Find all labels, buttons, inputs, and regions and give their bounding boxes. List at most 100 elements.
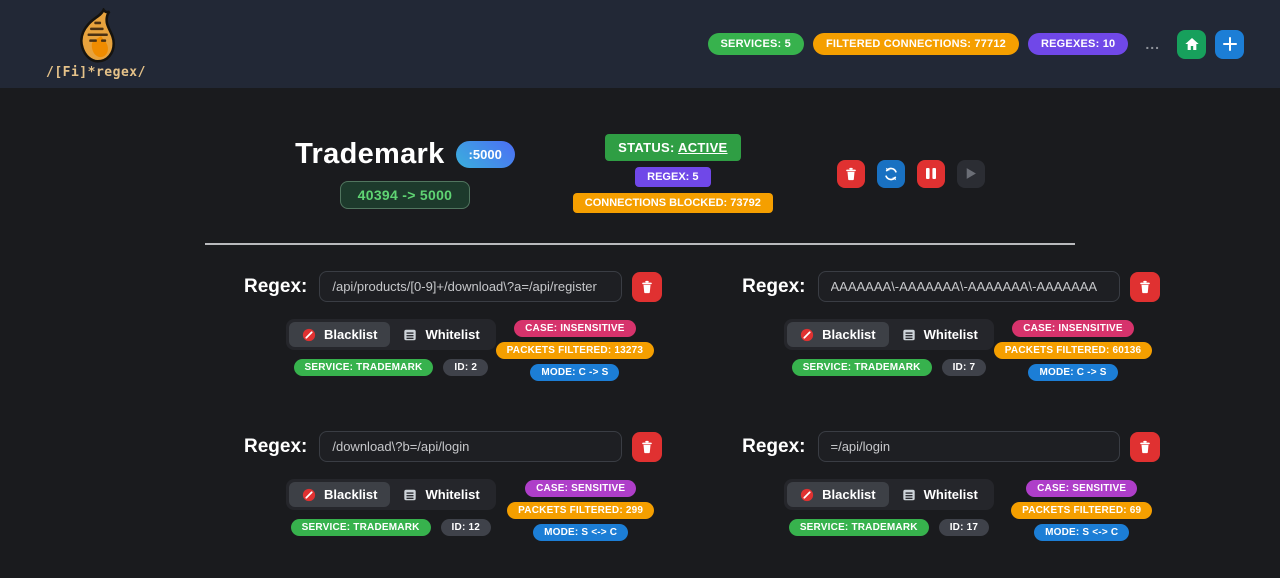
regexes-count-badge: REGEXES: 10 <box>1027 33 1129 55</box>
whitelist-toggle[interactable]: Whitelist <box>889 322 991 347</box>
trash-icon <box>846 167 856 180</box>
case-badge: CASE: SENSITIVE <box>1026 480 1138 497</box>
service-name: Trademark <box>295 138 445 170</box>
regex-card: Regex: Blacklist <box>244 431 663 541</box>
whitelist-label: Whitelist <box>425 327 480 342</box>
pause-service-button[interactable] <box>916 159 945 188</box>
blacklist-toggle[interactable]: Blacklist <box>787 322 889 347</box>
service-badge: SERVICE: TRADEMARK <box>791 359 932 376</box>
trash-icon <box>642 440 652 453</box>
navbar: /[Fi]*regex/ SERVICES: 5 FILTERED CONNEC… <box>0 0 1280 88</box>
blacklist-toggle[interactable]: Blacklist <box>289 482 391 507</box>
navbar-right: SERVICES: 5 FILTERED CONNECTIONS: 77712 … <box>707 29 1244 59</box>
refresh-icon <box>885 167 897 180</box>
list-mode-toggle: Blacklist Whitelist <box>784 479 994 510</box>
connections-blocked-badge: CONNECTIONS BLOCKED: 73792 <box>572 193 773 213</box>
delete-service-button[interactable] <box>836 159 865 188</box>
add-service-button[interactable] <box>1215 29 1244 59</box>
filtered-connections-badge: FILTERED CONNECTIONS: 77712 <box>812 33 1019 55</box>
brand-wordmark: /[Fi]*regex/ <box>46 65 146 80</box>
start-service-button[interactable] <box>956 159 985 188</box>
service-header: Trademark :5000 40394 -> 5000 STATUS: AC… <box>0 134 1280 213</box>
home-icon <box>1184 38 1199 50</box>
regex-id-badge: ID: 17 <box>938 519 990 536</box>
regex-field-label: Regex: <box>244 435 308 457</box>
home-button[interactable] <box>1177 29 1206 59</box>
whitelist-icon <box>404 489 417 500</box>
mode-badge: MODE: C -> S <box>1028 364 1118 381</box>
whitelist-label: Whitelist <box>425 487 480 502</box>
change-port-button[interactable] <box>876 159 905 188</box>
list-mode-toggle: Blacklist Whitelist <box>286 479 496 510</box>
mode-badge: MODE: S <-> C <box>533 524 629 541</box>
blacklist-toggle[interactable]: Blacklist <box>289 322 391 347</box>
play-icon <box>967 168 977 179</box>
whitelist-toggle[interactable]: Whitelist <box>390 322 492 347</box>
flame-icon <box>80 8 115 63</box>
packets-filtered-badge: PACKETS FILTERED: 60136 <box>993 342 1153 359</box>
services-count-badge: SERVICES: 5 <box>707 33 804 55</box>
mode-badge: MODE: C -> S <box>530 364 620 381</box>
status-badge: STATUS: ACTIVE <box>605 134 741 161</box>
whitelist-icon <box>902 329 915 340</box>
blacklist-label: Blacklist <box>324 487 378 502</box>
regex-id-badge: ID: 7 <box>941 359 987 376</box>
blacklist-icon <box>302 328 316 341</box>
regex-card-grid: Regex: Blacklist <box>244 271 1161 541</box>
whitelist-toggle[interactable]: Whitelist <box>390 482 492 507</box>
regex-field-label: Regex: <box>742 275 806 297</box>
regex-id-badge: ID: 2 <box>443 359 489 376</box>
list-mode-toggle: Blacklist Whitelist <box>784 319 994 350</box>
regex-card: Regex: Blacklist <box>742 431 1161 541</box>
trash-icon <box>1140 440 1151 453</box>
packets-filtered-badge: PACKETS FILTERED: 13273 <box>495 342 655 359</box>
firegex-logo: /[Fi]*regex/ <box>46 8 146 80</box>
regex-card: Regex: Blacklist <box>742 271 1161 381</box>
blacklist-label: Blacklist <box>324 327 378 342</box>
blacklist-icon <box>801 488 814 501</box>
section-divider <box>205 243 1075 245</box>
regex-count-badge: REGEX: 5 <box>635 167 711 187</box>
blacklist-toggle[interactable]: Blacklist <box>787 482 889 507</box>
port-redirect-badge: 40394 -> 5000 <box>339 181 471 209</box>
blacklist-icon <box>801 328 814 341</box>
service-badge: SERVICE: TRADEMARK <box>290 519 431 536</box>
regex-field-label: Regex: <box>244 275 308 297</box>
pause-icon <box>925 168 936 179</box>
blacklist-label: Blacklist <box>822 487 876 502</box>
regex-input[interactable] <box>817 271 1121 302</box>
regex-field-label: Regex: <box>742 435 806 457</box>
delete-regex-button[interactable] <box>1130 431 1161 462</box>
packets-filtered-badge: PACKETS FILTERED: 69 <box>1011 502 1153 519</box>
plus-icon <box>1222 37 1237 51</box>
trash-icon <box>642 280 652 293</box>
delete-regex-button[interactable] <box>1130 271 1161 302</box>
mode-badge: MODE: S <-> C <box>1034 524 1130 541</box>
delete-regex-button[interactable] <box>632 271 663 302</box>
service-status-block: STATUS: ACTIVE REGEX: 5 CONNECTIONS BLOC… <box>572 134 773 213</box>
status-label: STATUS: <box>618 140 675 155</box>
status-value: ACTIVE <box>678 140 728 155</box>
blacklist-label: Blacklist <box>822 327 876 342</box>
blacklist-icon <box>302 488 316 501</box>
list-mode-toggle: Blacklist Whitelist <box>286 319 496 350</box>
regex-card: Regex: Blacklist <box>244 271 663 381</box>
regex-input[interactable] <box>319 271 623 302</box>
whitelist-toggle[interactable]: Whitelist <box>889 482 991 507</box>
whitelist-label: Whitelist <box>923 487 978 502</box>
overflow-menu[interactable]: ... <box>1145 36 1160 52</box>
service-badge: SERVICE: TRADEMARK <box>293 359 434 376</box>
regex-id-badge: ID: 12 <box>440 519 491 536</box>
service-title-block: Trademark :5000 40394 -> 5000 <box>295 138 515 209</box>
regex-input[interactable] <box>319 431 623 462</box>
service-actions <box>836 159 985 188</box>
regex-input[interactable] <box>817 431 1121 462</box>
service-port-badge: :5000 <box>455 141 515 168</box>
trash-icon <box>1140 280 1151 293</box>
case-badge: CASE: INSENSITIVE <box>1012 320 1134 337</box>
service-badge: SERVICE: TRADEMARK <box>788 519 929 536</box>
whitelist-label: Whitelist <box>923 327 978 342</box>
delete-regex-button[interactable] <box>632 431 663 462</box>
packets-filtered-badge: PACKETS FILTERED: 299 <box>507 502 655 519</box>
case-badge: CASE: SENSITIVE <box>525 480 637 497</box>
